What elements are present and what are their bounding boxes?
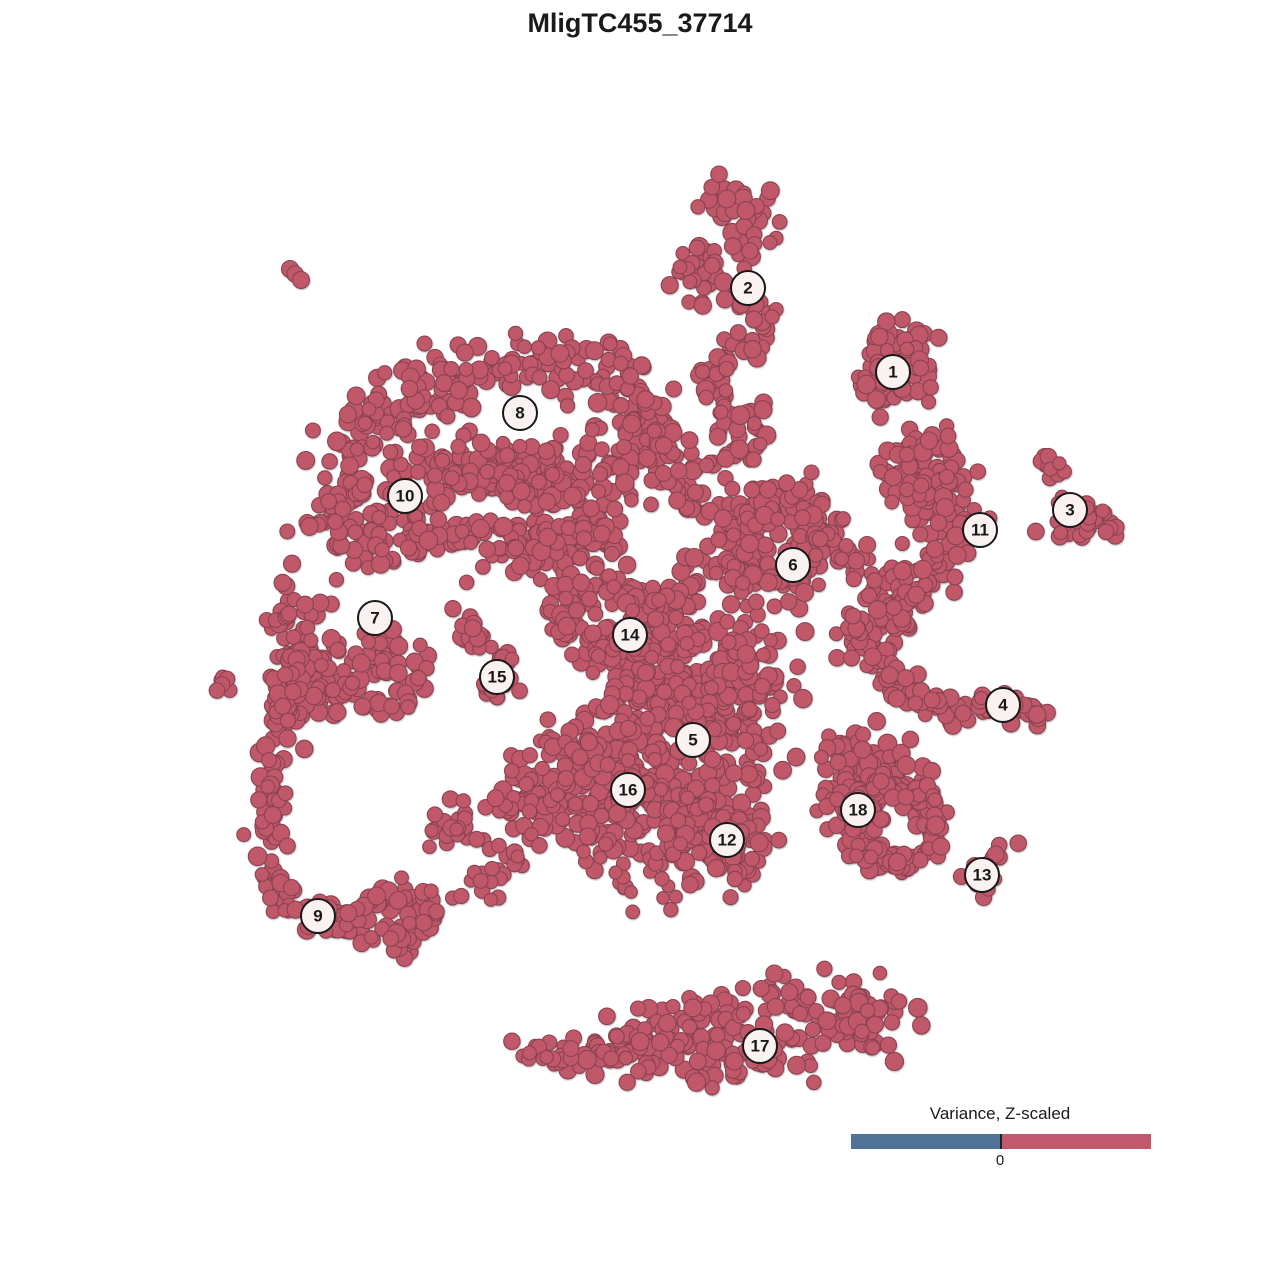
- svg-text:12: 12: [718, 831, 737, 850]
- svg-text:11: 11: [971, 521, 989, 540]
- svg-text:8: 8: [515, 404, 524, 423]
- svg-text:17: 17: [751, 1037, 770, 1056]
- svg-text:4: 4: [998, 696, 1008, 715]
- svg-text:1: 1: [888, 363, 897, 382]
- svg-text:6: 6: [788, 556, 797, 575]
- svg-text:9: 9: [313, 907, 322, 926]
- svg-text:14: 14: [621, 626, 640, 645]
- svg-text:18: 18: [849, 801, 868, 820]
- svg-text:7: 7: [370, 609, 379, 628]
- svg-text:5: 5: [688, 731, 697, 750]
- svg-text:2: 2: [743, 279, 752, 298]
- svg-text:3: 3: [1065, 501, 1074, 520]
- svg-text:15: 15: [488, 668, 507, 687]
- svg-text:16: 16: [619, 781, 638, 800]
- svg-text:10: 10: [396, 487, 415, 506]
- svg-text:13: 13: [973, 866, 992, 885]
